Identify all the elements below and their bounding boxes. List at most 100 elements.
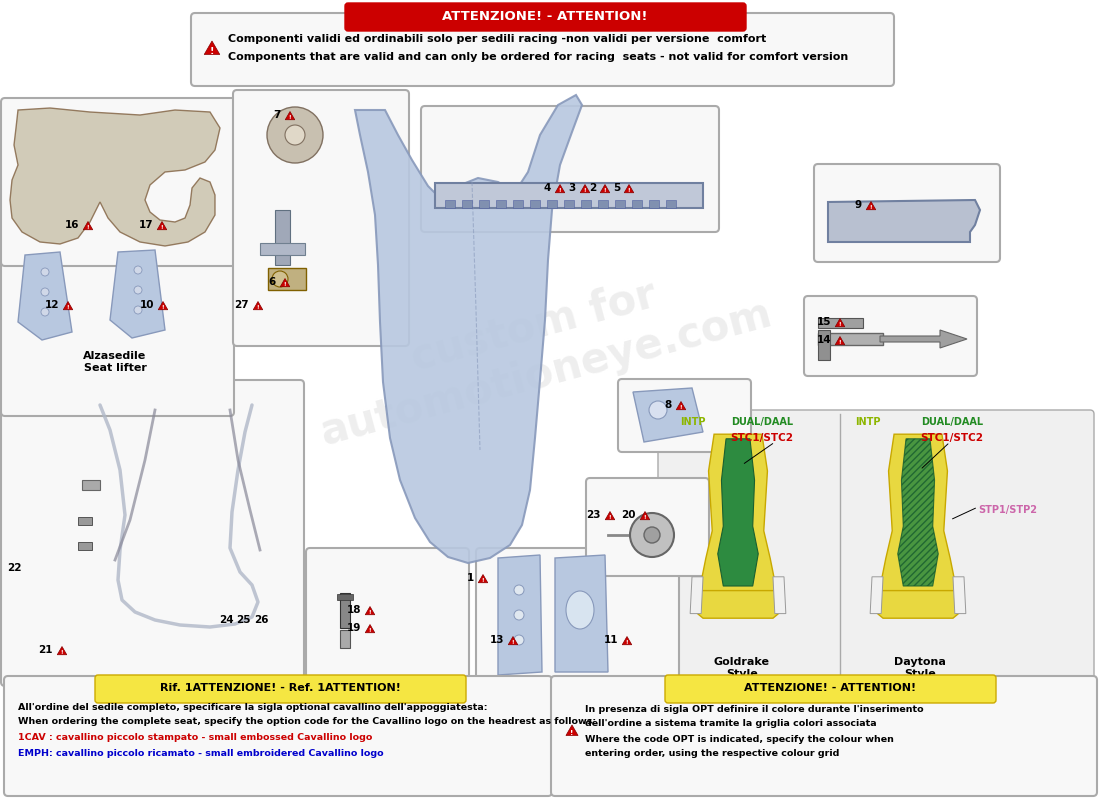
Text: EMPH: cavallino piccolo ricamato - small embroidered Cavallino logo: EMPH: cavallino piccolo ricamato - small…: [18, 750, 384, 758]
FancyBboxPatch shape: [666, 675, 996, 703]
Bar: [268, 268, 306, 290]
Bar: [547, 200, 557, 208]
Polygon shape: [556, 555, 608, 672]
Text: !: !: [87, 226, 89, 230]
Text: !: !: [608, 515, 612, 520]
Text: !: !: [512, 640, 515, 646]
Text: STP1/STP2: STP1/STP2: [978, 505, 1037, 515]
Text: ATTENZIONE! - ATTENTION!: ATTENZIONE! - ATTENTION!: [442, 10, 648, 22]
Text: 23: 23: [586, 510, 601, 520]
Bar: [434, 183, 703, 208]
Circle shape: [134, 266, 142, 274]
Bar: [496, 200, 506, 208]
Bar: [446, 200, 455, 208]
Text: All'ordine del sedile completo, specificare la sigla optional cavallino dell'app: All'ordine del sedile completo, specific…: [18, 703, 487, 713]
Text: 16: 16: [65, 220, 79, 230]
Bar: [598, 200, 608, 208]
Bar: [564, 200, 574, 208]
Circle shape: [134, 306, 142, 314]
Bar: [513, 200, 522, 208]
Bar: [337, 594, 353, 600]
Text: !: !: [368, 610, 372, 615]
Circle shape: [649, 401, 667, 419]
Text: !: !: [680, 406, 682, 410]
Text: 3: 3: [569, 183, 576, 193]
FancyBboxPatch shape: [421, 106, 719, 232]
Text: DUAL/DAAL: DUAL/DAAL: [730, 417, 793, 427]
Text: !: !: [67, 306, 69, 310]
Text: 1: 1: [466, 573, 474, 583]
Polygon shape: [580, 185, 590, 193]
Polygon shape: [158, 302, 168, 310]
Text: 5: 5: [613, 183, 620, 193]
Bar: [615, 200, 625, 208]
Text: INTP: INTP: [680, 417, 706, 427]
Text: 20: 20: [621, 510, 636, 520]
Bar: [818, 333, 883, 345]
FancyArrow shape: [880, 330, 967, 348]
Text: Alzasedile
Seat lifter: Alzasedile Seat lifter: [84, 351, 146, 373]
Text: entering order, using the respective colour grid: entering order, using the respective col…: [585, 750, 839, 758]
Polygon shape: [870, 577, 883, 614]
FancyBboxPatch shape: [1, 98, 239, 266]
Polygon shape: [835, 318, 845, 326]
Text: !: !: [870, 206, 872, 210]
FancyBboxPatch shape: [551, 676, 1097, 796]
Ellipse shape: [566, 591, 594, 629]
Text: Rif. 1ATTENZIONE! - Ref. 1ATTENTION!: Rif. 1ATTENZIONE! - Ref. 1ATTENTION!: [160, 683, 400, 693]
Polygon shape: [280, 278, 289, 286]
Polygon shape: [879, 434, 957, 606]
Text: INTP: INTP: [856, 417, 881, 427]
Text: Components that are valid and can only be ordered for racing  seats - not valid : Components that are valid and can only b…: [228, 52, 848, 62]
Bar: [632, 200, 642, 208]
FancyBboxPatch shape: [814, 164, 1000, 262]
Polygon shape: [57, 646, 67, 654]
Text: !: !: [628, 188, 630, 194]
Text: 27: 27: [234, 300, 249, 310]
Bar: [649, 200, 659, 208]
Text: 18: 18: [346, 605, 361, 615]
Bar: [530, 200, 540, 208]
Text: In presenza di sigla OPT definire il colore durante l'inserimento: In presenza di sigla OPT definire il col…: [585, 706, 924, 714]
Polygon shape: [355, 95, 582, 563]
Circle shape: [514, 610, 524, 620]
Text: STC1/STC2: STC1/STC2: [730, 433, 793, 443]
Polygon shape: [605, 511, 615, 520]
Text: Componenti validi ed ordinabili solo per sedili racing -non validi per versione : Componenti validi ed ordinabili solo per…: [228, 34, 767, 44]
Text: !: !: [256, 306, 260, 310]
Text: 12: 12: [44, 300, 59, 310]
Polygon shape: [690, 577, 703, 614]
Text: Daytona
Style: Daytona Style: [894, 658, 946, 678]
Bar: [818, 330, 830, 360]
Polygon shape: [498, 555, 542, 675]
Text: 8: 8: [664, 400, 672, 410]
Text: !: !: [482, 578, 484, 583]
Text: !: !: [644, 515, 647, 520]
Text: !: !: [288, 115, 292, 120]
Polygon shape: [365, 606, 375, 614]
FancyBboxPatch shape: [191, 13, 894, 86]
FancyBboxPatch shape: [1, 380, 304, 686]
Text: 2: 2: [588, 183, 596, 193]
Polygon shape: [478, 574, 487, 582]
Text: ATTENZIONE! - ATTENTION!: ATTENZIONE! - ATTENTION!: [744, 683, 916, 693]
Polygon shape: [63, 302, 73, 310]
Text: 14: 14: [816, 335, 831, 345]
Bar: [340, 593, 350, 628]
Polygon shape: [10, 108, 220, 246]
Bar: [340, 630, 350, 648]
Text: !: !: [570, 730, 574, 736]
Text: 25: 25: [236, 615, 251, 625]
Polygon shape: [828, 200, 980, 242]
Text: !: !: [626, 640, 628, 646]
Text: 6: 6: [268, 277, 276, 287]
Polygon shape: [205, 41, 220, 54]
FancyBboxPatch shape: [1, 230, 234, 416]
Polygon shape: [676, 402, 685, 410]
Text: !: !: [284, 282, 286, 287]
Bar: [581, 200, 591, 208]
Polygon shape: [253, 302, 263, 310]
Text: 17: 17: [139, 220, 153, 230]
Bar: [478, 200, 490, 208]
Text: 24: 24: [219, 615, 234, 625]
